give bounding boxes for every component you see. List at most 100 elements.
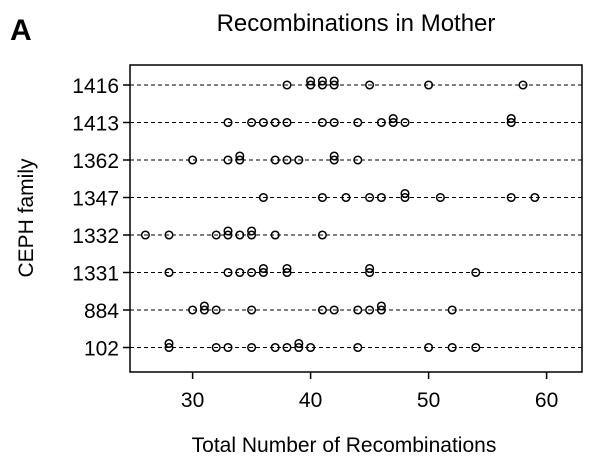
- point-1362-9: [353, 155, 363, 165]
- point-1331-0: [164, 267, 174, 278]
- point-1413-8: [376, 117, 386, 128]
- point-102-13: [471, 342, 481, 353]
- point-1332-4: [223, 226, 233, 236]
- point-1332-6: [247, 230, 257, 240]
- y-tick-label-102: 102: [84, 338, 119, 361]
- y-tick-label-1413: 1413: [72, 113, 119, 136]
- point-884-10: [376, 301, 386, 311]
- point-884-2: [199, 301, 209, 311]
- point-102-2: [211, 342, 221, 353]
- point-1347-7: [435, 192, 445, 203]
- point-1332-2: [211, 230, 221, 240]
- point-1413-0: [223, 117, 233, 128]
- x-tick-label-60: 60: [535, 389, 558, 412]
- x-axis-label: Total Number of Recombinations: [192, 434, 497, 457]
- y-tick-label-1416: 1416: [72, 75, 119, 98]
- y-axis-label: CEPH family: [15, 158, 38, 278]
- chart-title: Recombinations in Mother: [217, 10, 496, 37]
- point-102-12: [447, 342, 457, 353]
- point-1332-1: [164, 230, 174, 240]
- point-1413-6: [329, 117, 339, 128]
- point-1347-9: [530, 192, 540, 203]
- point-1331-7: [282, 263, 292, 274]
- point-1413-3: [270, 117, 280, 128]
- point-1331-6: [282, 267, 292, 278]
- point-1416-9: [518, 80, 528, 90]
- point-1331-10: [471, 267, 481, 278]
- point-1362-8: [329, 151, 339, 161]
- point-1416-5: [329, 80, 339, 90]
- point-884-4: [247, 305, 257, 315]
- point-1347-1: [317, 192, 327, 203]
- x-axis-ticks: 30 40 50 60: [181, 372, 558, 412]
- point-102-7: [294, 342, 304, 353]
- point-1362-0: [188, 155, 198, 165]
- point-884-1: [199, 305, 209, 315]
- y-tick-label-1332: 1332: [72, 225, 119, 248]
- point-1347-2: [341, 192, 351, 203]
- point-1362-7: [329, 155, 339, 165]
- point-1332-0: [140, 230, 150, 240]
- point-1416-1: [306, 80, 316, 90]
- point-1332-7: [247, 226, 257, 236]
- point-1362-6: [294, 155, 304, 165]
- point-884-3: [211, 305, 221, 315]
- gridlines: [130, 84, 582, 348]
- plot-frame: [129, 64, 583, 373]
- point-1416-2: [306, 76, 316, 86]
- point-1413-13: [506, 113, 516, 124]
- point-1362-1: [223, 155, 233, 165]
- y-tick-label-884: 884: [84, 300, 119, 323]
- point-1362-4: [270, 155, 280, 165]
- point-102-3: [223, 342, 233, 353]
- y-axis-ticks: 1416 1413 1362 1347 1332 1331 884 102: [72, 75, 130, 361]
- point-1413-11: [400, 117, 410, 128]
- point-102-4: [247, 342, 257, 353]
- point-102-5: [270, 342, 280, 353]
- point-1347-6: [400, 188, 410, 199]
- x-tick-label-30: 30: [181, 389, 204, 412]
- point-102-1: [164, 338, 174, 349]
- point-1413-7: [353, 117, 363, 128]
- point-1331-3: [247, 267, 257, 278]
- point-1331-8: [365, 267, 375, 278]
- point-884-11: [447, 305, 457, 315]
- y-tick-label-1331: 1331: [72, 263, 119, 286]
- point-1347-0: [258, 192, 268, 203]
- y-tick-label-1362: 1362: [72, 150, 119, 173]
- point-1416-6: [329, 76, 339, 86]
- point-1413-12: [506, 117, 516, 128]
- point-1331-2: [235, 267, 245, 278]
- point-1362-2: [235, 155, 245, 165]
- point-1413-10: [388, 113, 398, 124]
- point-102-11: [424, 342, 434, 353]
- y-tick-label-1347: 1347: [72, 188, 119, 211]
- point-1332-3: [223, 230, 233, 240]
- point-1331-4: [258, 267, 268, 278]
- point-1416-4: [317, 76, 327, 86]
- point-1347-4: [376, 192, 386, 203]
- point-1331-5: [258, 263, 268, 274]
- point-102-0: [164, 342, 174, 353]
- point-1347-8: [506, 192, 516, 203]
- point-1331-9: [365, 263, 375, 274]
- point-884-0: [188, 305, 198, 315]
- point-884-6: [329, 305, 339, 315]
- x-tick-label-40: 40: [299, 389, 322, 412]
- data-points: [140, 76, 540, 353]
- point-1332-5: [235, 230, 245, 240]
- panel-letter: A: [10, 14, 32, 47]
- point-1413-2: [258, 117, 268, 128]
- point-1413-1: [247, 117, 257, 128]
- point-102-8: [294, 338, 304, 349]
- point-1413-4: [282, 117, 292, 128]
- point-884-8: [365, 305, 375, 315]
- point-884-5: [317, 305, 327, 315]
- point-884-9: [376, 305, 386, 315]
- point-1331-1: [223, 267, 233, 278]
- point-1416-0: [282, 80, 292, 90]
- point-102-6: [282, 342, 292, 353]
- point-102-9: [306, 342, 316, 353]
- point-1413-5: [317, 117, 327, 128]
